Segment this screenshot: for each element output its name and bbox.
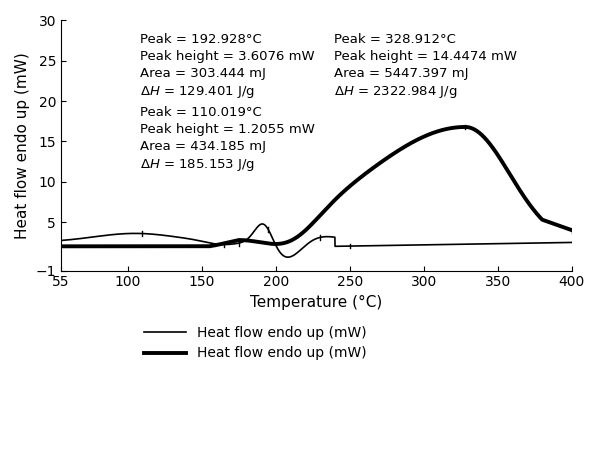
Text: Peak height = 1.2055 mW: Peak height = 1.2055 mW — [140, 122, 315, 136]
Text: $\Delta H$ = 185.153 J/g: $\Delta H$ = 185.153 J/g — [140, 157, 255, 173]
Text: Peak = 192.928°C: Peak = 192.928°C — [140, 33, 262, 46]
Y-axis label: Heat flow endo up (mW): Heat flow endo up (mW) — [15, 52, 30, 239]
Legend: Heat flow endo up (mW), Heat flow endo up (mW): Heat flow endo up (mW), Heat flow endo u… — [139, 320, 372, 366]
Text: Peak height = 14.4474 mW: Peak height = 14.4474 mW — [334, 50, 517, 63]
Text: Area = 434.185 mJ: Area = 434.185 mJ — [140, 140, 266, 153]
Text: $\Delta H$ = 2322.984 J/g: $\Delta H$ = 2322.984 J/g — [334, 84, 458, 100]
Text: Peak = 328.912°C: Peak = 328.912°C — [334, 33, 456, 46]
Text: $\Delta H$ = 129.401 J/g: $\Delta H$ = 129.401 J/g — [140, 84, 255, 100]
Text: Peak height = 3.6076 mW: Peak height = 3.6076 mW — [140, 50, 315, 63]
Text: Peak = 110.019°C: Peak = 110.019°C — [140, 105, 262, 119]
X-axis label: Temperature (°C): Temperature (°C) — [250, 295, 383, 310]
Text: Area = 303.444 mJ: Area = 303.444 mJ — [140, 67, 266, 80]
Text: Area = 5447.397 mJ: Area = 5447.397 mJ — [334, 67, 469, 80]
